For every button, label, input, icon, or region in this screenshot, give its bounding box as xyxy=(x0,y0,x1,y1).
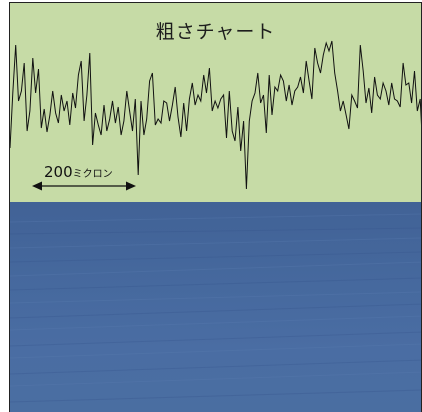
roughness-chart-panel: 粗さチャート 200ミクロン xyxy=(9,2,422,202)
scale-bar-label: 200ミクロン xyxy=(44,163,113,181)
scale-bar-unit: ミクロン xyxy=(72,169,113,180)
material-surface-image xyxy=(9,202,422,412)
chart-title: 粗さチャート xyxy=(155,21,276,43)
scale-bar-value: 200 xyxy=(44,163,73,181)
profile-plot xyxy=(10,40,421,191)
surface-texture xyxy=(10,213,421,403)
scale-bar-arrow xyxy=(32,181,136,191)
roughness-profile-line xyxy=(10,40,421,190)
